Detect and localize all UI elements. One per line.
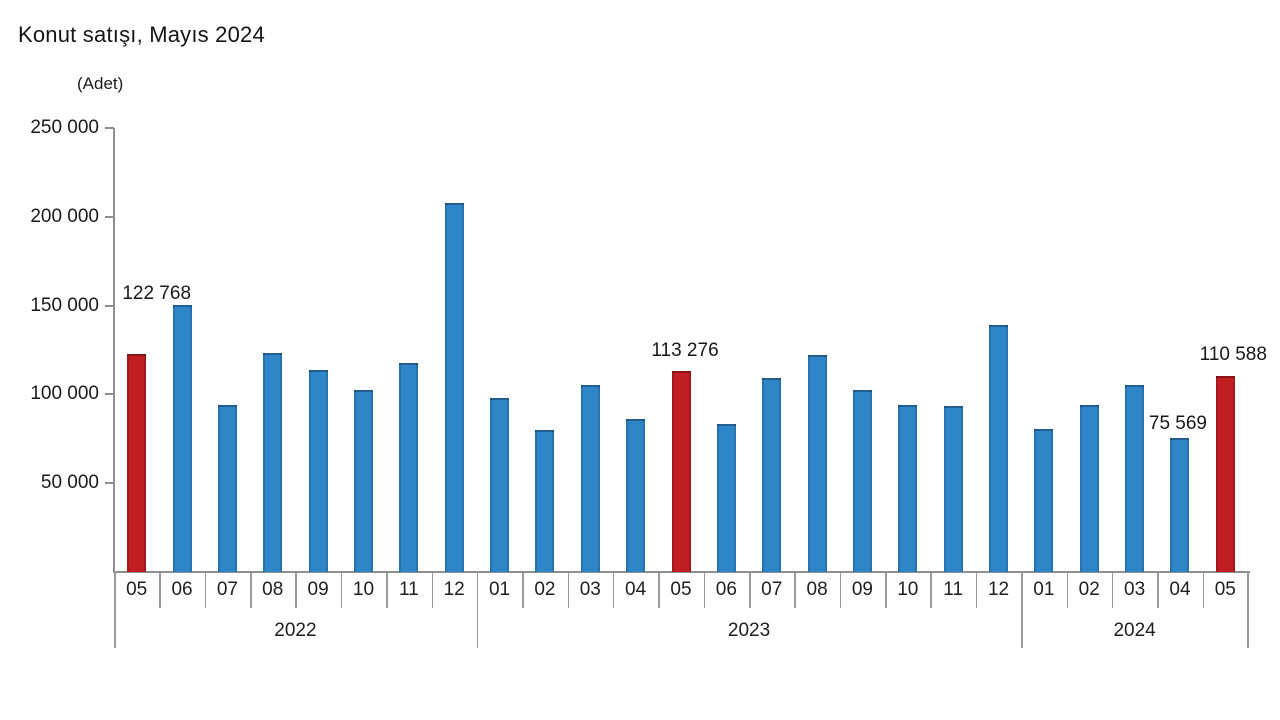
- month-label-2023-04: 04: [625, 579, 647, 600]
- month-label-2023-12: 12: [987, 579, 1010, 600]
- bar-2024-05: [1215, 375, 1235, 572]
- month-separator: [1066, 573, 1069, 608]
- bar-2023-08: [807, 355, 827, 572]
- bar-2023-10: [898, 405, 918, 572]
- year-separator: [1247, 571, 1249, 648]
- year-label-2024: 2024: [1113, 620, 1156, 641]
- month-label-2023-03: 03: [579, 579, 601, 600]
- month-separator: [794, 573, 796, 608]
- y-tick-mark: [105, 482, 114, 485]
- month-separator: [431, 573, 434, 608]
- month-separator: [975, 573, 978, 608]
- y-tick-mark: [105, 215, 114, 218]
- bar-2022-12: [444, 202, 464, 572]
- month-label-2022-07: 07: [216, 579, 238, 600]
- bar-2022-08: [263, 352, 283, 572]
- data-label-2024-05: 110 588: [1199, 344, 1267, 365]
- year-separator: [476, 571, 479, 648]
- y-tick-label: 250 000: [30, 117, 99, 138]
- y-tick-label: 50 000: [40, 472, 99, 494]
- month-label-2024-01: 01: [1033, 579, 1055, 600]
- month-label-2023-08: 08: [806, 579, 828, 600]
- month-separator: [658, 573, 660, 608]
- month-separator: [522, 573, 524, 608]
- month-label-2022-11: 11: [398, 579, 419, 600]
- month-separator: [295, 573, 297, 608]
- bar-2022-09: [308, 370, 328, 572]
- year-separator: [114, 571, 116, 648]
- month-label-2023-11: 11: [943, 579, 964, 600]
- month-separator: [1157, 573, 1159, 608]
- month-label-2023-06: 06: [715, 579, 737, 600]
- bar-2022-07: [217, 405, 237, 572]
- bar-2022-05: [127, 353, 147, 572]
- month-separator: [749, 573, 751, 608]
- month-separator: [340, 573, 343, 608]
- bar-2024-03: [1125, 384, 1145, 572]
- y-tick-label: 200 000: [30, 205, 99, 227]
- bar-2023-03: [580, 384, 600, 572]
- month-label-2022-06: 06: [171, 579, 193, 600]
- bar-2023-07: [762, 377, 782, 572]
- month-separator: [567, 573, 570, 608]
- month-separator: [1202, 573, 1205, 608]
- y-tick-label: 150 000: [30, 294, 99, 316]
- y-axis-unit-label: (Adet): [77, 74, 124, 93]
- month-separator: [250, 573, 252, 608]
- y-tick-mark: [105, 304, 114, 307]
- bar-2023-11: [943, 405, 963, 572]
- y-axis-line: [113, 128, 115, 573]
- month-label-2022-08: 08: [262, 579, 284, 600]
- bar-2023-06: [716, 423, 736, 572]
- month-label-2023-02: 02: [534, 579, 556, 600]
- bar-2023-09: [852, 389, 872, 572]
- month-label-2022-05: 05: [126, 579, 148, 600]
- data-label-2023-05: 113 276: [651, 340, 719, 361]
- month-separator: [386, 573, 388, 608]
- month-separator: [930, 573, 932, 608]
- month-separator: [159, 573, 161, 608]
- month-label-2023-09: 09: [851, 579, 873, 600]
- month-label-2024-04: 04: [1169, 579, 1191, 600]
- bar-2024-01: [1034, 429, 1054, 572]
- month-separator: [1111, 573, 1114, 608]
- year-label-2023: 2023: [727, 620, 771, 641]
- month-label-2022-12: 12: [443, 579, 465, 600]
- month-label-2022-09: 09: [307, 579, 329, 600]
- month-separator: [204, 573, 207, 608]
- y-tick-mark: [105, 127, 114, 129]
- month-separator: [612, 573, 615, 608]
- bar-2023-02: [535, 429, 555, 572]
- bar-2023-01: [490, 397, 510, 572]
- month-separator: [839, 573, 842, 608]
- x-axis-line: [113, 571, 1250, 573]
- month-label-2023-07: 07: [761, 579, 783, 600]
- bar-2024-04: [1170, 437, 1190, 572]
- month-label-2024-03: 03: [1124, 579, 1146, 600]
- bar-2023-04: [626, 419, 646, 572]
- chart-title: Konut satışı, Mayıs 2024: [18, 22, 265, 47]
- bar-2024-02: [1079, 405, 1099, 572]
- month-label-2024-05: 05: [1214, 579, 1236, 600]
- bar-2022-06: [172, 304, 192, 572]
- month-label-2023-01: 01: [488, 579, 511, 600]
- month-label-2022-10: 10: [352, 579, 375, 600]
- year-separator: [1021, 571, 1023, 648]
- month-separator: [885, 573, 887, 608]
- data-label-2022-05: 122 768: [122, 283, 192, 304]
- month-label-2024-02: 02: [1078, 579, 1100, 600]
- year-label-2022: 2022: [274, 620, 317, 641]
- bar-2022-10: [353, 389, 373, 572]
- y-tick-label: 100 000: [30, 383, 99, 405]
- y-tick-mark: [105, 393, 114, 396]
- bar-2023-12: [989, 325, 1009, 572]
- month-label-2023-10: 10: [897, 579, 919, 600]
- month-separator: [703, 573, 706, 608]
- bar-2022-11: [399, 363, 419, 572]
- data-label-2024-04: 75 569: [1148, 413, 1208, 434]
- month-label-2023-05: 05: [670, 579, 692, 600]
- bar-2023-05: [671, 370, 691, 572]
